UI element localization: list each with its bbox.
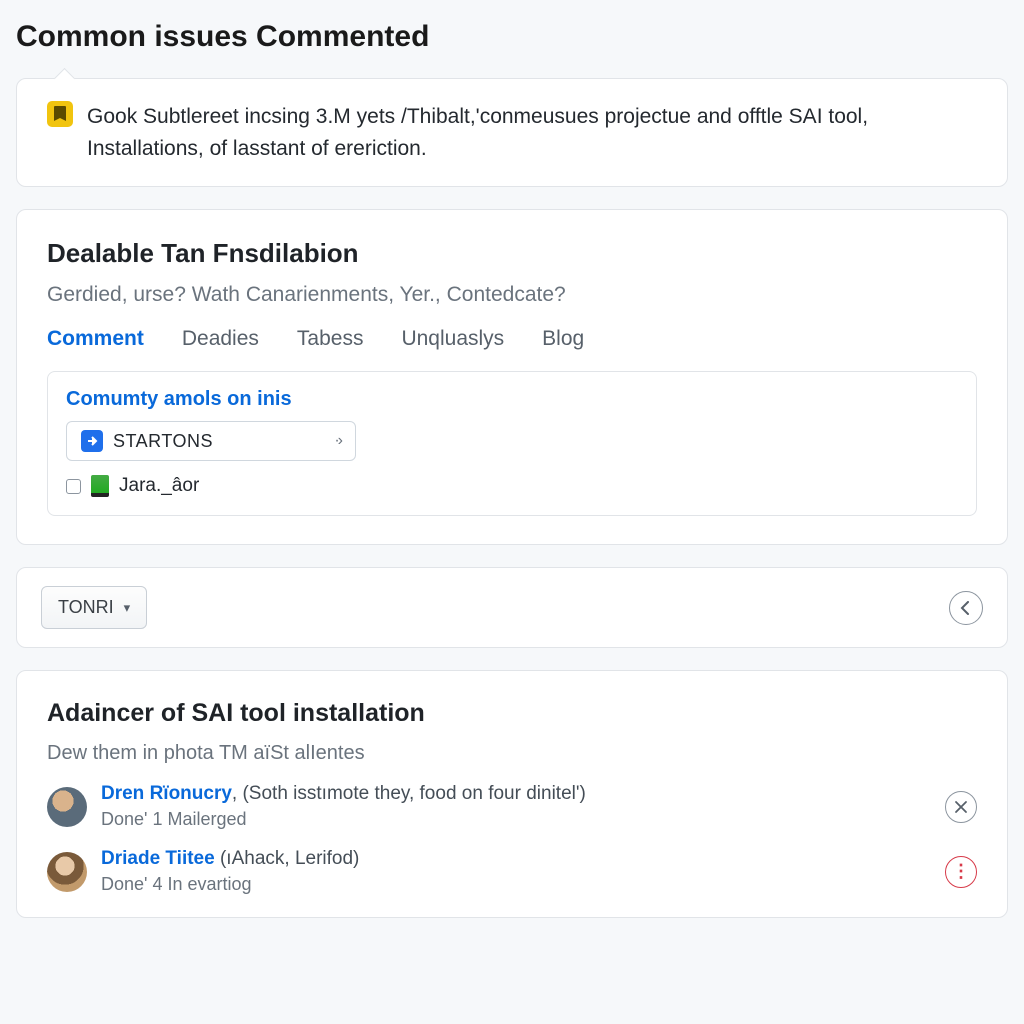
bookmark-icon: [47, 101, 73, 127]
section2-subtitle: Dew them in phota TM aïSt alIentes: [47, 742, 977, 765]
person-name[interactable]: Driade Tiitee: [101, 848, 215, 869]
toolbar-card: TONRI ▾: [16, 567, 1008, 648]
avatar[interactable]: [47, 852, 87, 892]
chevron-icon: ·›: [334, 432, 341, 450]
person-extra: (ıAhack, Lerifod): [215, 848, 360, 869]
startons-chip[interactable]: STARTONS ·›: [66, 421, 356, 461]
person-extra: , (Soth isstımote they, food on four din…: [232, 783, 586, 804]
person-sub: Done' 1 Mailerged: [101, 809, 931, 830]
prev-button[interactable]: [949, 591, 983, 625]
tab-comment[interactable]: Comment: [47, 327, 144, 351]
avatar[interactable]: [47, 787, 87, 827]
chevron-down-icon: ▾: [124, 600, 131, 616]
notice-text: Gook Subtlereet incsing 3.M yets /Thibal…: [87, 101, 977, 164]
notice-card: Gook Subtlereet incsing 3.M yets /Thibal…: [16, 78, 1008, 187]
section-title: Dealable Tan Fnsdilabion: [47, 238, 977, 269]
more-icon[interactable]: ⋮: [945, 856, 977, 888]
tab-deadies[interactable]: Deadies: [182, 327, 259, 351]
person-name[interactable]: Dren Rïonucry: [101, 783, 232, 804]
arrow-icon: [81, 430, 103, 452]
section2-title: Adaincer of SAI tool installation: [47, 699, 977, 728]
tab-unqluaslys[interactable]: Unqluaslys: [401, 327, 504, 351]
section-subtitle: Gerdied, urse? Wath Canarienments, Yer.,…: [47, 283, 977, 307]
close-icon[interactable]: [945, 791, 977, 823]
item-icon: [91, 475, 109, 497]
tab-tabess[interactable]: Tabess: [297, 327, 364, 351]
item-label: Jara._âor: [119, 475, 199, 497]
person-row: Dren Rïonucry, (Soth isstımote they, foo…: [47, 783, 977, 830]
page-title: Common issues Commented: [16, 20, 1008, 54]
person-row: Driade Tiitee (ıAhack, Lerifod) Done' 4 …: [47, 848, 977, 895]
section-dealable: Dealable Tan Fnsdilabion Gerdied, urse? …: [16, 209, 1008, 545]
section-installation: Adaincer of SAI tool installation Dew th…: [16, 670, 1008, 918]
tonri-dropdown[interactable]: TONRI ▾: [41, 586, 147, 629]
checkbox[interactable]: [66, 479, 81, 494]
tab-blog[interactable]: Blog: [542, 327, 584, 351]
chip-label: STARTONS: [113, 431, 213, 452]
inner-heading[interactable]: Comumty amols on inis: [66, 388, 958, 411]
inner-box: Comumty amols on inis STARTONS ·› Jara._…: [47, 371, 977, 516]
tabs: Comment Deadies Tabess Unqluaslys Blog: [47, 327, 977, 351]
dropdown-label: TONRI: [58, 597, 114, 618]
list-item[interactable]: Jara._âor: [66, 475, 958, 497]
person-sub: Done' 4 In evartiog: [101, 874, 931, 895]
